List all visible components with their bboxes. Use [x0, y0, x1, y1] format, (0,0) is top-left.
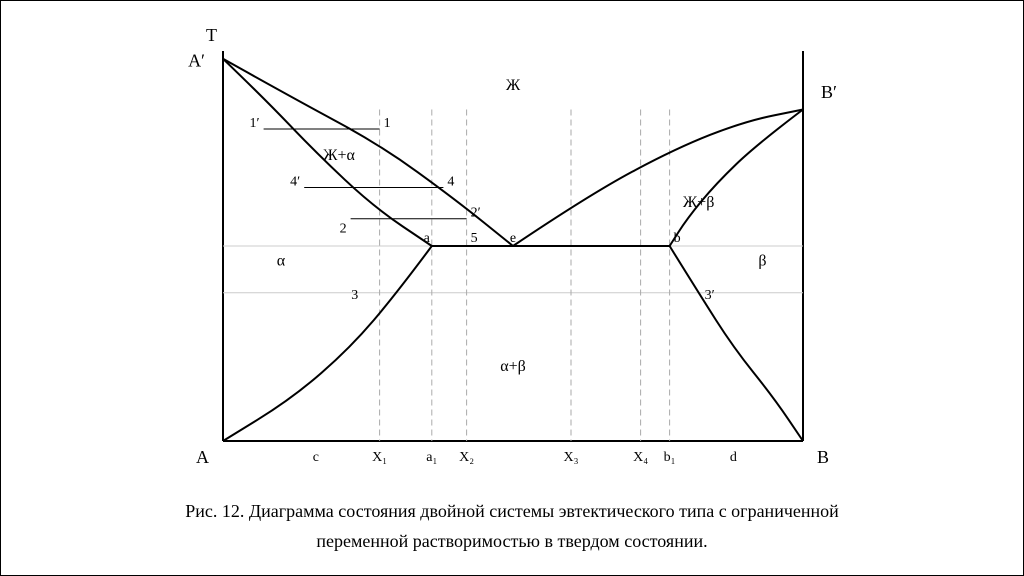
svg-text:X₂: X₂	[459, 450, 474, 465]
svg-text:3′: 3′	[705, 288, 715, 303]
svg-text:T: T	[206, 25, 217, 45]
svg-text:4: 4	[447, 175, 454, 190]
caption-line-1: Рис. 12. Диаграмма состояния двойной сис…	[1, 501, 1023, 522]
svg-text:X₄: X₄	[633, 450, 648, 465]
svg-text:X₁: X₁	[372, 450, 387, 465]
caption-line-2: переменной растворимостью в твердом сост…	[1, 531, 1023, 552]
svg-text:b₁: b₁	[664, 450, 676, 465]
svg-text:Ж+α: Ж+α	[323, 147, 355, 164]
svg-text:1: 1	[384, 116, 391, 131]
page-frame: Ж Ж+α Ж+β α β α+β 1 1′ 4 4′ 2 2′ 5 a e b 3 3′ TA′ B′ A Bc X₁ a₁…	[0, 0, 1024, 576]
svg-text:a₁: a₁	[426, 450, 437, 465]
svg-text:α+β: α+β	[500, 358, 526, 375]
svg-text:2′: 2′	[471, 206, 481, 221]
svg-text:B′: B′	[821, 82, 837, 102]
svg-text:Ж+β: Ж+β	[683, 194, 715, 211]
svg-text:B: B	[817, 447, 829, 467]
svg-text:1′: 1′	[250, 116, 260, 131]
svg-text:5: 5	[471, 231, 478, 246]
svg-text:X₃: X₃	[564, 450, 579, 465]
diagram-svg: ЖЖ+αЖ+βαβα+β11′44′22′5aeb33′TA′B′ABcX₁a₁…	[223, 51, 803, 481]
svg-text:β: β	[758, 253, 766, 270]
svg-text:A′: A′	[188, 51, 205, 71]
svg-text:A: A	[196, 447, 209, 467]
svg-text:2: 2	[340, 222, 347, 237]
svg-text:b: b	[674, 231, 681, 246]
svg-text:3: 3	[351, 288, 358, 303]
svg-text:e: e	[510, 231, 516, 246]
svg-text:4′: 4′	[290, 175, 300, 190]
phase-diagram: ЖЖ+αЖ+βαβα+β11′44′22′5aeb33′TA′B′ABcX₁a₁…	[223, 51, 803, 481]
svg-text:Ж: Ж	[506, 77, 521, 94]
svg-text:α: α	[277, 253, 286, 270]
svg-text:c: c	[313, 450, 319, 465]
svg-text:a: a	[424, 231, 431, 246]
svg-text:d: d	[730, 450, 737, 465]
